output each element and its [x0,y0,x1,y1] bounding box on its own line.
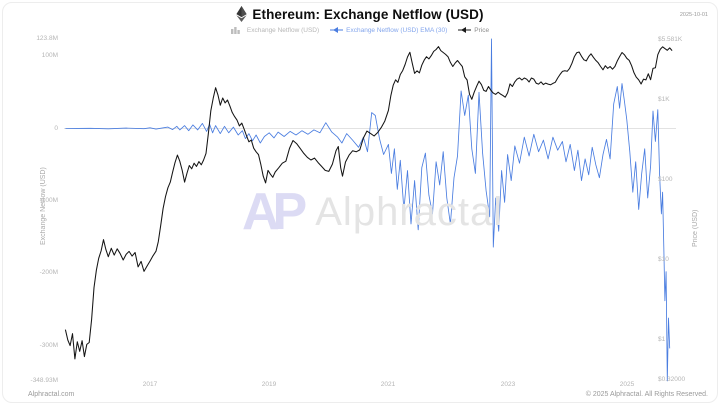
chart-legend: Exchange Netflow (USD) Exchange Netflow (… [0,26,720,34]
right-axis-tick: $5.581K [658,36,683,43]
left-axis-tick: 100M [41,52,58,59]
legend-item-1[interactable]: Exchange Netflow (USD) EMA (30) [330,26,447,34]
line-series-icon [330,27,344,33]
series-line-2 [64,46,673,360]
left-axis-tick: 0 [54,125,58,132]
legend-label: Price [474,26,490,34]
right-axis-tick: $1 [658,336,666,343]
right-axis-title: Price (USD) [692,209,699,247]
page-title: Ethereum: Exchange Netflow (USD) [252,6,484,22]
series-line-1 [65,38,671,382]
left-axis-tick: -100M [39,197,58,204]
legend-item-2[interactable]: Price [458,26,489,34]
left-axis-tick: -300M [39,342,58,349]
left-axis-tick: 123.8M [36,35,58,42]
left-axis-tick: -348.93M [30,377,58,384]
alphractal-site-link[interactable]: Alphractal.com [28,391,75,398]
x-axis-tick: 2025 [619,381,635,388]
left-axis-tick: -200M [39,269,58,276]
right-axis-tick: $1K [658,96,670,103]
right-axis-tick: $0.32000 [658,376,686,383]
chart-header: Ethereum: Exchange Netflow (USD) [0,6,720,22]
legend-item-0[interactable]: Exchange Netflow (USD) [230,26,320,34]
line-series-icon [458,27,472,33]
left-axis-title: Exchange Netflow (USD) [40,167,47,245]
right-axis-tick: $10 [658,256,669,263]
x-axis-tick: 2023 [500,381,516,388]
x-axis-tick: 2017 [142,381,158,388]
bar-series-icon [230,27,240,34]
legend-label: Exchange Netflow (USD) [246,26,320,34]
x-axis-tick: 2019 [261,381,277,388]
x-axis-tick: 2021 [380,381,396,388]
ethereum-icon [236,6,247,22]
legend-label: Exchange Netflow (USD) EMA (30) [346,26,448,34]
right-axis-tick: $100 [658,176,673,183]
chart-date: 2025-10-01 [679,12,708,18]
copyright-text: © 2025 Alphractal. All Rights Reserved. [585,391,708,398]
